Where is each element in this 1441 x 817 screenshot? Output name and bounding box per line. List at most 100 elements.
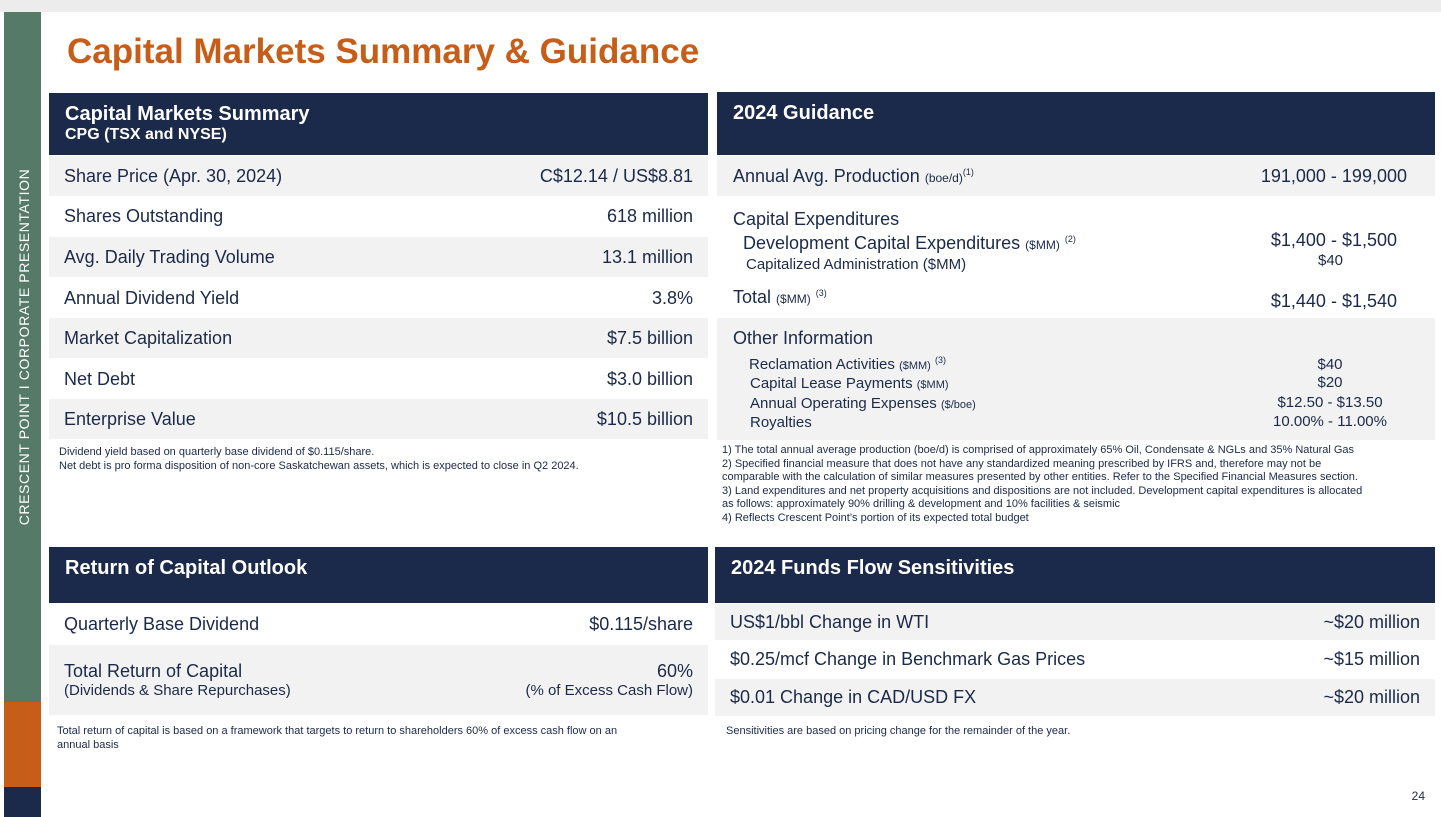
row-label: Avg. Daily Trading Volume: [64, 246, 275, 267]
return-total-value-sub: (% of Excess Cash Flow): [525, 682, 693, 699]
row-value: $10.5 billion: [596, 408, 693, 429]
return-dividend-label: Quarterly Base Dividend: [64, 613, 260, 634]
summary-title: Capital Markets Summary: [65, 103, 310, 125]
footnote: Total return of capital is based on a fr…: [57, 725, 618, 737]
capex-dev-unit: ($MM): [1025, 238, 1060, 252]
page-title: Capital Markets Summary & Guidance: [67, 32, 700, 71]
production-label-group: Annual Avg. Production (boe/d)(1): [733, 166, 974, 187]
sensitivity-label: $0.25/mcf Change in Benchmark Gas Prices: [730, 649, 1086, 669]
sensitivity-value: ~$20 million: [1323, 687, 1420, 707]
sensitivity-row: US$1/bbl Change in WTI ~$20 million: [715, 604, 1435, 640]
slide: CRESCENT POINT I CORPORATE PRESENTATION …: [0, 12, 1441, 817]
row-value: $3.0 billion: [606, 368, 693, 389]
other-item-value: 10.00% - 11.00%: [1273, 413, 1387, 430]
capex-admin-value-text: $40: [1318, 252, 1344, 269]
row-label: Enterprise Value: [64, 408, 196, 429]
footnote: 4) Reflects Crescent Point’s portion of …: [722, 511, 1029, 524]
other-item-label: Reclamation Activities: [749, 356, 895, 373]
footnote: 3) Land expenditures and net property ac…: [722, 484, 1363, 497]
production-row: Annual Avg. Production (boe/d)(1) 191,00…: [717, 156, 1435, 196]
other-item-label-group: Reclamation Activities ($MM) (3): [749, 355, 946, 373]
row-value: 618 million: [606, 205, 693, 226]
capex-dev-label-group: Development Capital Expenditures ($MM) (…: [743, 233, 1076, 254]
summary-row: Shares Outstanding 618 million: [49, 196, 708, 236]
capex-label: Capital Expenditures: [733, 209, 900, 229]
row-value: 13.1 million: [601, 246, 693, 267]
capex-total-label-group: Total ($MM) (3): [733, 287, 827, 308]
summary-header: Capital Markets Summary CPG (TSX and NYS…: [49, 93, 708, 155]
capex-dev-label: Development Capital Expenditures: [743, 233, 1021, 253]
footnote: Dividend yield based on quarterly base d…: [59, 446, 375, 458]
other-item-label: Annual Operating Expenses: [750, 395, 937, 412]
footnote: comparable with the calculation of simil…: [722, 471, 1358, 483]
return-total-value: 60%: [656, 661, 693, 681]
row-label: Share Price (Apr. 30, 2024): [64, 165, 283, 186]
footnote: 2) Specified financial measure that does…: [722, 457, 1322, 470]
sidebar-green-band: [4, 12, 41, 702]
capex-total-label: Total: [733, 287, 772, 307]
sensitivity-value: ~$20 million: [1323, 611, 1420, 632]
footnote: annual basis: [57, 738, 119, 751]
other-info-label: Other Information: [733, 328, 874, 348]
other-item-label: Royalties: [750, 414, 812, 431]
other-item-value: $40: [1317, 356, 1343, 373]
footnote-ref: (2): [1064, 234, 1076, 244]
return-dividend-value: $0.115/share: [589, 613, 693, 634]
guidance-notes: 1) The total annual average production (…: [722, 444, 1434, 525]
sensitivities-header: 2024 Funds Flow Sensitivities: [715, 547, 1435, 603]
summary-row: Share Price (Apr. 30, 2024) C$12.14 / US…: [49, 156, 708, 196]
footnote: Net debt is pro forma disposition of non…: [59, 459, 579, 472]
return-total-label: Total Return of Capital: [64, 661, 243, 681]
production-value: 191,000 - 199,000: [1260, 165, 1407, 186]
guidance-title: 2024 Guidance: [733, 102, 875, 124]
capex-dev-value: $1,400 - $1,500: [1270, 230, 1397, 250]
capex-total-unit: ($MM): [776, 292, 811, 306]
sensitivity-label: US$1/bbl Change in WTI: [730, 611, 930, 632]
other-item-unit: ($/boe): [940, 399, 976, 411]
capex-total-value: $1,440 - $1,540: [1270, 291, 1397, 311]
other-item-label-group: Annual Operating Expenses ($/boe): [750, 395, 976, 412]
return-total-value-group: 60% (% of Excess Cash Flow): [525, 661, 693, 699]
summary-row: Market Capitalization $7.5 billion: [49, 318, 708, 358]
summary-row: Enterprise Value $10.5 billion: [49, 399, 708, 439]
summary-row: Annual Dividend Yield 3.8%: [49, 278, 708, 318]
sensitivity-row: $0.01 Change in CAD/USD FX ~$20 million: [715, 679, 1435, 716]
row-label: Net Debt: [64, 368, 136, 389]
row-label: Annual Dividend Yield: [64, 287, 240, 308]
sensitivities-note: Sensitivities are based on pricing chang…: [726, 725, 1071, 737]
sensitivities-title: 2024 Funds Flow Sensitivities: [731, 557, 1015, 579]
summary-notes: Dividend yield based on quarterly base d…: [59, 446, 699, 473]
summary-row: Net Debt $3.0 billion: [49, 359, 708, 399]
production-unit: (boe/d): [924, 170, 963, 185]
sensitivity-row: $0.25/mcf Change in Benchmark Gas Prices…: [715, 641, 1435, 678]
page-number: 24: [1411, 789, 1425, 803]
sidebar-label: CRESCENT POINT I CORPORATE PRESENTATION: [16, 168, 32, 526]
sensitivity-label: $0.01 Change in CAD/USD FX: [730, 687, 977, 707]
sensitivity-value: ~$15 million: [1323, 649, 1420, 669]
sidebar: CRESCENT POINT I CORPORATE PRESENTATION: [4, 12, 41, 817]
return-title: Return of Capital Outlook: [65, 557, 308, 579]
return-total-row: Total Return of Capital (Dividends & Sha…: [49, 645, 708, 715]
return-total-sub: (Dividends & Share Repurchases): [64, 682, 291, 699]
row-value: C$12.14 / US$8.81: [539, 165, 693, 186]
other-item-unit: ($MM): [899, 360, 931, 372]
row-value: $7.5 billion: [606, 327, 693, 348]
row-label: Shares Outstanding: [64, 205, 224, 226]
footnote-ref: (3): [935, 355, 947, 365]
summary-row: Avg. Daily Trading Volume 13.1 million: [49, 237, 708, 277]
other-item-value: $12.50 - $13.50: [1277, 394, 1383, 411]
sidebar-orange-band: [4, 702, 41, 787]
other-item-value: $20: [1317, 374, 1343, 391]
return-total-label-group: Total Return of Capital (Dividends & Sha…: [64, 661, 291, 699]
guidance-header: 2024 Guidance: [717, 92, 1435, 155]
footnote-ref: (1): [962, 166, 974, 177]
return-dividend-row: Quarterly Base Dividend $0.115/share: [49, 604, 708, 644]
return-header: Return of Capital Outlook: [49, 547, 708, 603]
footnote-ref: (3): [815, 288, 827, 298]
other-item-label: Capital Lease Payments: [750, 375, 913, 392]
summary-subtitle: CPG (TSX and NYSE): [65, 126, 227, 143]
production-label: Annual Avg. Production: [733, 165, 920, 186]
return-notes: Total return of capital is based on a fr…: [57, 725, 702, 752]
row-value: 3.8%: [651, 287, 693, 308]
sidebar-navy-band: [4, 787, 41, 817]
